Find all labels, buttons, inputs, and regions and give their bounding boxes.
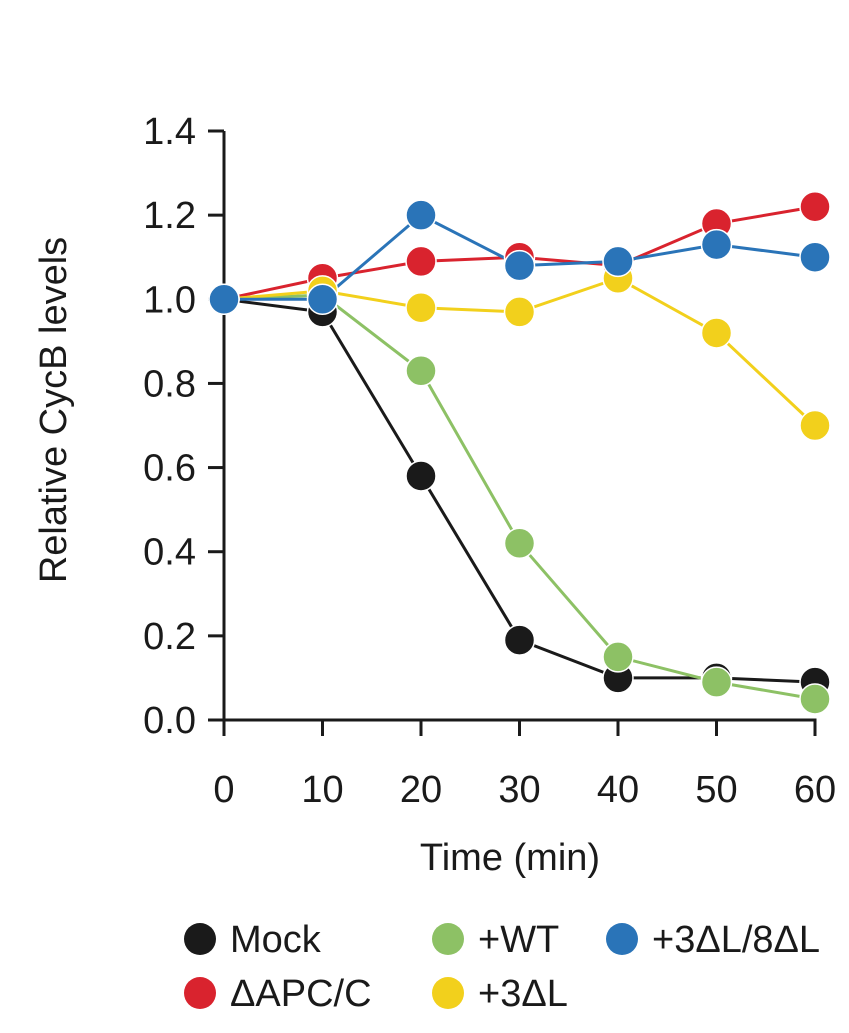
data-point-1-2 (405, 245, 437, 278)
legend-label-0: Mock (230, 919, 322, 961)
data-point-4-4 (602, 245, 634, 278)
data-point-1-6 (799, 190, 831, 223)
y-tick-label: 0.2 (143, 616, 196, 658)
data-point-3-6 (799, 409, 831, 442)
x-tick-label: 10 (301, 769, 343, 811)
series-points (208, 190, 831, 715)
y-tick-label: 0.6 (143, 448, 196, 490)
data-point-0-3 (503, 624, 536, 656)
y-axis-title: Relative CycB levels (33, 237, 75, 583)
data-point-4-3 (503, 249, 536, 282)
legend-marker-4 (606, 923, 638, 955)
data-point-2-3 (503, 527, 536, 560)
data-point-3-2 (405, 291, 437, 324)
legend-marker-2 (432, 923, 464, 955)
data-point-2-5 (700, 666, 733, 698)
axes: 0.0 0.2 0.4 0.6 0.8 1.0 1.2 1.4 0 10 20 30 40 50 60 (143, 111, 836, 811)
legend-label-2: +WT (478, 919, 559, 961)
y-tick-label: 0.8 (143, 363, 196, 405)
data-point-3-3 (503, 296, 536, 328)
data-point-3-5 (700, 317, 733, 349)
data-point-2-6 (799, 683, 831, 715)
x-tick-label: 40 (597, 769, 639, 811)
data-point-0-2 (405, 460, 437, 492)
data-point-4-5 (700, 228, 733, 261)
x-tick-label: 20 (400, 769, 442, 811)
y-tick-label: 1.4 (143, 111, 196, 153)
legend-marker-0 (184, 923, 216, 955)
y-tick-label: 1.0 (143, 279, 196, 321)
data-point-4-0 (208, 283, 240, 316)
data-point-2-4 (602, 641, 634, 673)
legend-label-4: +3ΔL/8ΔL (652, 919, 820, 961)
x-tick-label: 30 (498, 769, 540, 811)
x-axis-title: Time (min) (420, 837, 600, 879)
x-tick-label: 0 (213, 769, 234, 811)
data-point-4-6 (799, 241, 831, 273)
legend-marker-1 (184, 977, 216, 1009)
data-point-2-2 (405, 355, 437, 387)
x-tick-label: 50 (695, 769, 737, 811)
data-point-4-2 (405, 199, 437, 231)
legend: Mock +WT +3ΔL/8ΔL ΔAPC/C +3ΔL (184, 919, 820, 1015)
legend-marker-3 (432, 977, 464, 1009)
data-point-4-1 (306, 283, 339, 316)
legend-label-1: ΔAPC/C (230, 973, 372, 1015)
y-tick-label: 0.0 (143, 700, 196, 742)
x-tick-label: 60 (794, 769, 836, 811)
legend-label-3: +3ΔL (478, 973, 568, 1015)
y-tick-label: 1.2 (143, 195, 196, 237)
y-tick-label: 0.4 (143, 532, 196, 574)
